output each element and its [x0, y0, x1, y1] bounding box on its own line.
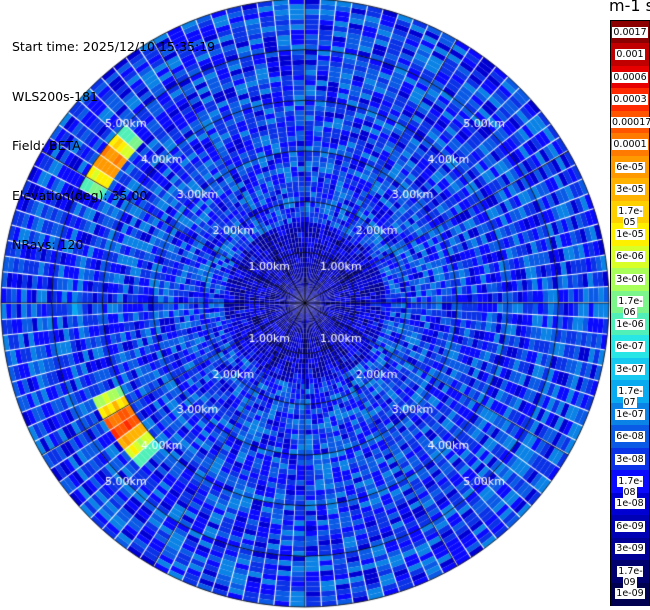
colorbar-tick-label: 3e-07: [615, 363, 645, 375]
elevation-text: Elevation(deg): 35.00: [12, 187, 148, 203]
colorbar-tick-label: 6e-06: [615, 251, 645, 263]
colorbar-tick-label: 6e-05: [615, 161, 645, 173]
colorbar-tick-label: 6e-07: [615, 341, 645, 353]
nrays-text: NRays: 120: [12, 237, 84, 252]
colorbar-tick-label: 1e-07: [615, 408, 645, 420]
colorbar-tick-label: 0.00017: [611, 116, 650, 128]
station-text: WLS200s-181: [12, 88, 98, 104]
colorbar-tick-label: 0.001: [615, 49, 645, 61]
colorbar-tick-label: 6e-08: [615, 431, 645, 443]
field-text: Field: BETA: [12, 138, 81, 153]
colorbar-tick-label: 1.7e-09: [617, 565, 643, 588]
colorbar-tick-label: 1e-05: [615, 228, 645, 240]
colorbar-tick-label: 1.7e-08: [617, 475, 643, 498]
colorbar: 0.0017 0.001 0.0006 0.0003 0.00017 0.0001 6e-0…: [610, 20, 650, 606]
colorbar-tick-label: 0.0003: [612, 94, 648, 106]
colorbar-tick-label: 1e-09: [615, 588, 645, 600]
colorbar-tick-label: 6e-09: [615, 520, 645, 532]
colorbar-tick-label: 3e-08: [615, 453, 645, 465]
colorbar-tick-label: 1.7e-06: [617, 296, 643, 319]
colorbar-tick-label: 0.0017: [612, 26, 648, 38]
start-time-text: Start time: 2025/12/10 15:35:19: [12, 39, 216, 54]
colorbar-tick-label: 1e-08: [615, 498, 645, 510]
colorbar-tick-label: 1.7e-05: [617, 206, 643, 229]
colorbar-tick-label: 3e-06: [615, 273, 645, 285]
colorbar-tick-label: 0.0001: [612, 139, 648, 151]
colorbar-tick-label: 1.7e-07: [617, 386, 643, 409]
colorbar-unit-label: m-1 sr-1: [609, 0, 650, 15]
colorbar-tick-label: 0.0006: [612, 71, 648, 83]
colorbar-tick-label: 3e-09: [615, 543, 645, 555]
colorbar-tick-label: 3e-05: [615, 183, 645, 195]
colorbar-tick-label: 1e-06: [615, 318, 645, 330]
scan-info: Start time: 2025/12/10 15:35:19 WLS200s-…: [12, 6, 215, 270]
